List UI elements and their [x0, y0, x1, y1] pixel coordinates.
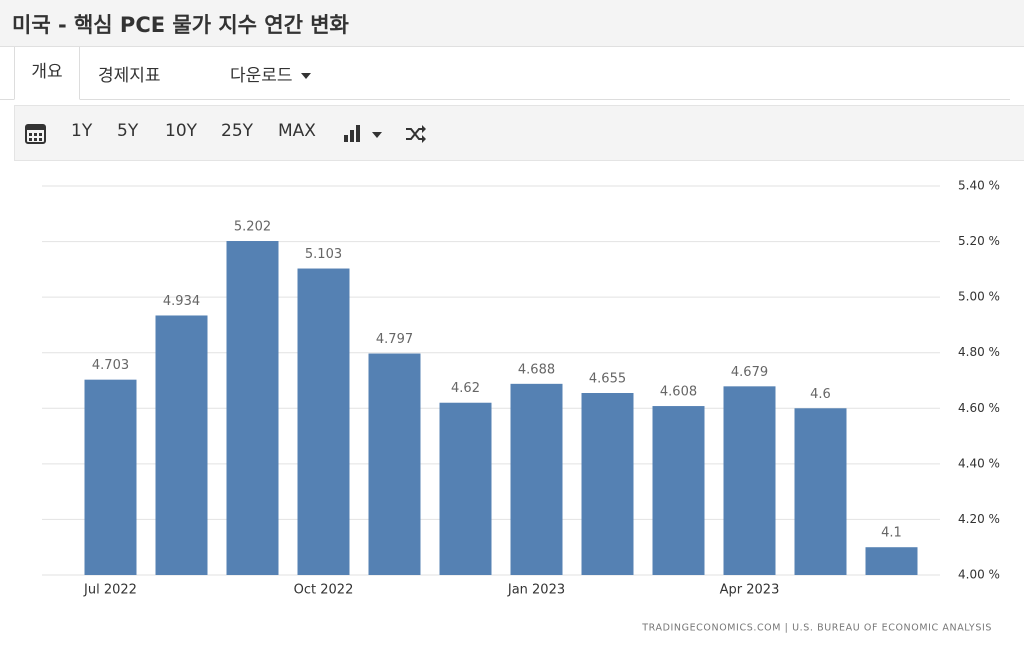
bar: [794, 408, 847, 575]
y-tick-label: 4.60 %: [958, 401, 1000, 415]
bar: [439, 402, 492, 575]
value-label: 4.679: [731, 365, 768, 380]
range-button[interactable]: 1Y: [71, 121, 93, 141]
bar: [368, 353, 421, 575]
value-label: 4.62: [451, 381, 480, 396]
range-button[interactable]: 10Y: [165, 121, 198, 141]
bar: [865, 547, 918, 575]
value-label: 4.703: [92, 358, 129, 373]
source-note: TRADINGECONOMICS.COM | U.S. BUREAU OF EC…: [641, 623, 992, 634]
bar: [510, 383, 563, 575]
bar: [226, 241, 279, 575]
x-tick-label: Jul 2022: [83, 583, 137, 598]
bar: [84, 379, 137, 575]
value-label: 4.608: [660, 385, 697, 400]
bar: [297, 268, 350, 575]
value-label: 4.6: [810, 387, 831, 402]
x-tick-label: Apr 2023: [720, 583, 780, 598]
y-tick-label: 4.00 %: [958, 568, 1000, 582]
value-label: 4.655: [589, 372, 626, 387]
tab-bar: 개요 경제지표 다운로드: [0, 47, 1010, 100]
tab[interactable]: 경제지표: [98, 66, 161, 86]
y-tick-label: 4.40 %: [958, 456, 1000, 470]
x-tick-label: Oct 2022: [294, 583, 354, 598]
chart-type-button[interactable]: [343, 124, 383, 144]
bar: [155, 315, 208, 575]
value-label: 5.103: [305, 247, 342, 262]
y-tick-label: 5.40 %: [958, 179, 1000, 193]
value-label: 4.797: [376, 332, 413, 347]
shuffle-button[interactable]: [405, 124, 427, 144]
value-label: 4.934: [163, 294, 200, 309]
bar: [723, 386, 776, 575]
dropdown-caret: [300, 73, 311, 79]
x-tick-label: Jan 2023: [507, 583, 565, 598]
y-tick-label: 4.20 %: [958, 512, 1000, 526]
range-button[interactable]: MAX: [278, 121, 316, 141]
tab-label: 다운로드: [230, 66, 293, 86]
range-button[interactable]: 5Y: [117, 121, 139, 141]
y-tick-label: 4.80 %: [958, 345, 1000, 359]
y-tick-label: 5.20 %: [958, 234, 1000, 248]
tab[interactable]: 개요: [14, 47, 80, 100]
bar: [581, 393, 634, 575]
chart: 4.00 % 4.20 % 4.40 % 4.60 % 4.80 % 5.00 % 5.20…: [42, 179, 1000, 634]
calendar-icon[interactable]: [25, 123, 47, 145]
value-label: 5.202: [234, 220, 271, 235]
range-button[interactable]: 25Y: [221, 121, 254, 141]
tab[interactable]: 다운로드: [230, 61, 311, 86]
y-tick-label: 5.00 %: [958, 290, 1000, 304]
value-label: 4.1: [881, 526, 902, 541]
header: 미국 - 핵심 PCE 물가 지수 연간 변화: [0, 0, 1024, 47]
toolbar: 1Y 5Y 10Y 25Y MAX: [14, 105, 1024, 161]
value-label: 4.688: [518, 362, 555, 377]
bar: [652, 406, 705, 575]
page-title: 미국 - 핵심 PCE 물가 지수 연간 변화: [12, 13, 349, 37]
